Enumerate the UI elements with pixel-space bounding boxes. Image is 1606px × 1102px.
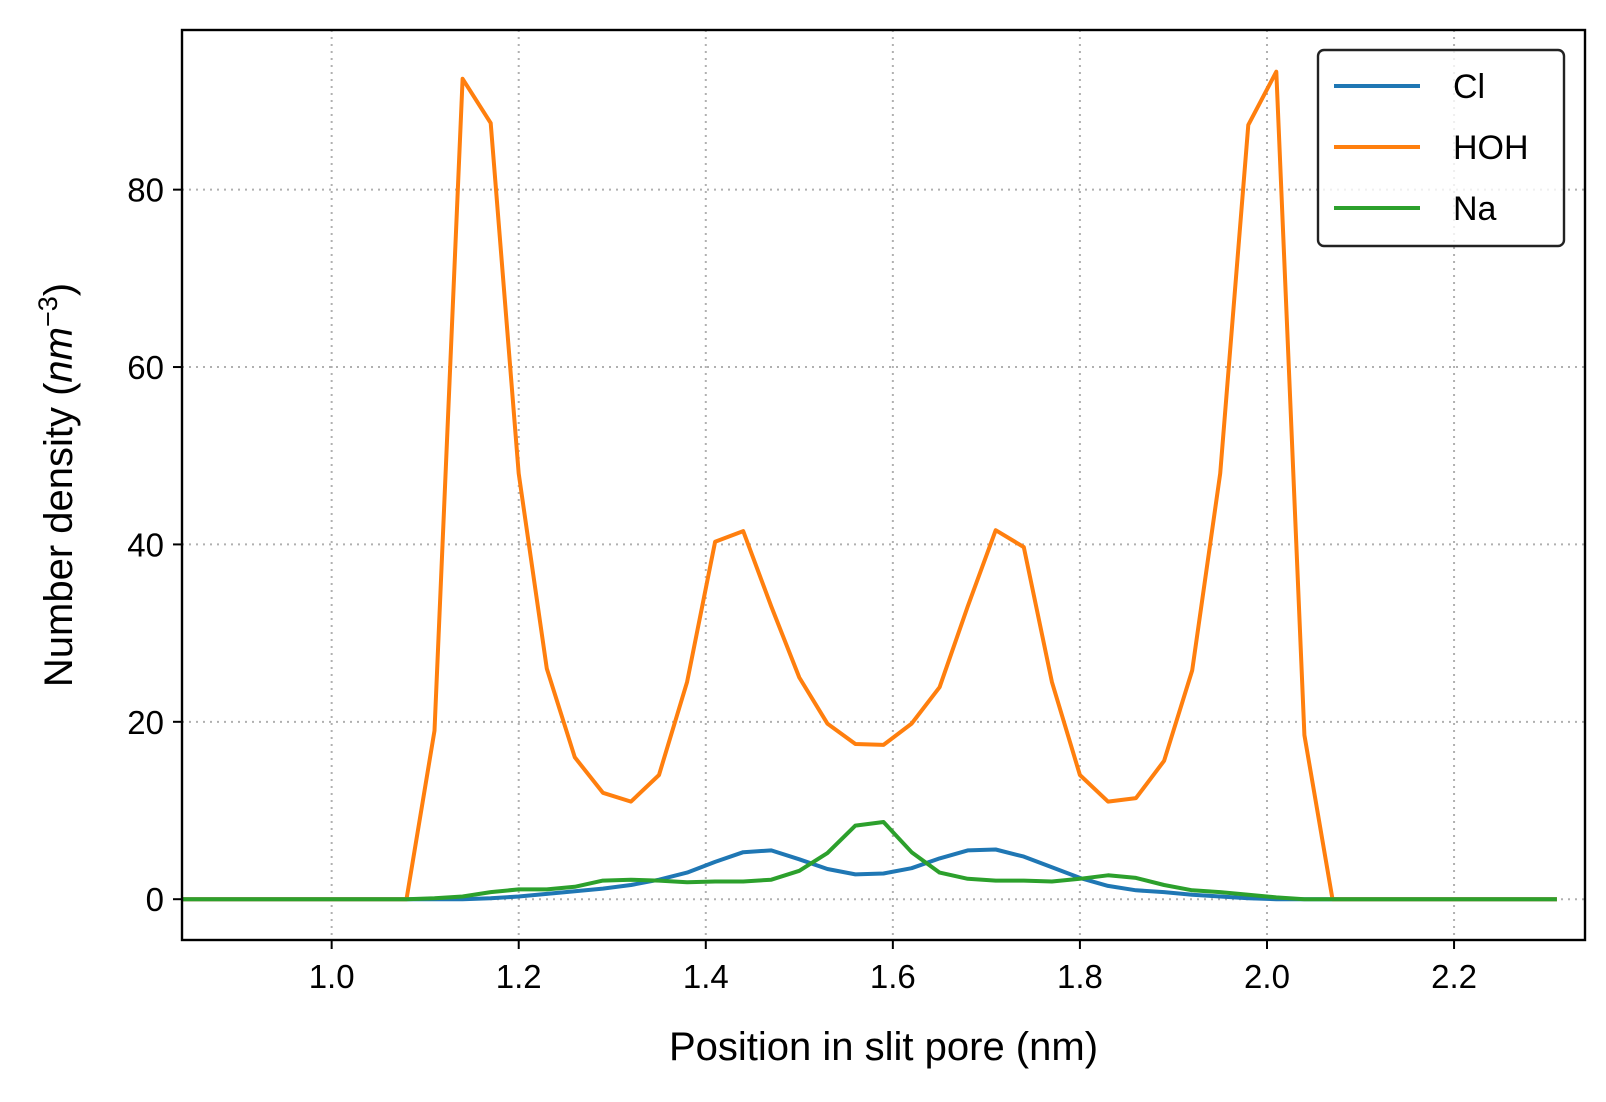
- x-tick-label: 2.0: [1244, 958, 1290, 995]
- x-tick-label: 1.8: [1057, 958, 1103, 995]
- x-tick-label: 1.6: [870, 958, 916, 995]
- x-tick-label: 1.4: [683, 958, 729, 995]
- y-tick-label: 80: [127, 172, 164, 209]
- y-tick-label: 60: [127, 349, 164, 386]
- x-tick-label: 1.0: [309, 958, 355, 995]
- y-tick-label: 40: [127, 526, 164, 563]
- x-axis-ticks: 1.0 1.2 1.4 1.6 1.8 2.0 2.2: [309, 940, 1477, 995]
- series-lines: [182, 69, 1557, 902]
- legend-label-na: Na: [1453, 190, 1497, 228]
- x-tick-label: 1.2: [496, 958, 542, 995]
- x-tick-label: 2.2: [1431, 958, 1477, 995]
- legend-items: Cl HOH Na: [1334, 68, 1529, 228]
- y-axis-label-unit: nm: [37, 327, 81, 383]
- legend: Cl HOH Na: [1316, 48, 1566, 248]
- y-tick-label: 20: [127, 704, 164, 741]
- plot-frame: [180, 28, 1587, 942]
- series-line-hoh: [182, 69, 1557, 902]
- x-axis-label: Position in slit pore (nm): [669, 1025, 1098, 1069]
- y-axis-label: Number density (nm−3): [33, 283, 81, 687]
- series-line-na: [182, 820, 1557, 902]
- y-axis-ticks: 0 20 40 60 80: [127, 172, 182, 918]
- legend-label-hoh: HOH: [1453, 129, 1529, 167]
- y-axis-label-main: Number density (: [37, 382, 81, 687]
- y-axis-label-close: ): [37, 283, 81, 296]
- legend-label-cl: Cl: [1453, 68, 1485, 106]
- y-tick-label: 0: [146, 881, 164, 918]
- y-axis-label-exponent: −3: [33, 296, 63, 327]
- legend-box: [1316, 48, 1566, 248]
